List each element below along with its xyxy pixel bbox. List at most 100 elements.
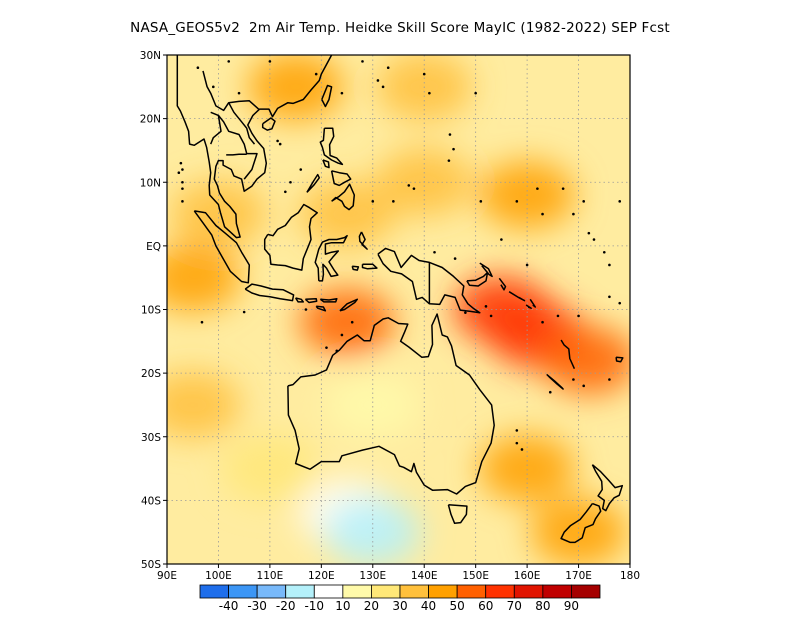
colorbar-label: 10 xyxy=(335,599,350,613)
coastline-luzon xyxy=(319,127,344,166)
y-tick-label: EQ xyxy=(146,241,161,253)
coastline-borneo xyxy=(263,203,318,271)
coastline-nz-south xyxy=(560,502,602,544)
island-dot xyxy=(577,314,580,318)
field-patch xyxy=(479,434,576,503)
island-dot xyxy=(335,349,339,353)
coastline-timor xyxy=(339,298,359,312)
x-tick-label: 160E xyxy=(514,570,541,582)
y-tick-label: 30S xyxy=(141,432,161,444)
island-dot xyxy=(212,85,215,89)
x-tick-label: 140E xyxy=(411,570,438,582)
island-dot xyxy=(484,305,488,308)
island-dot xyxy=(200,320,204,324)
field-patch xyxy=(530,498,627,564)
colorbar-swatch xyxy=(399,584,429,599)
coastline-buru xyxy=(351,265,360,271)
coastline-sumbawa xyxy=(304,297,318,304)
coastline-flores xyxy=(319,297,338,303)
field-patch xyxy=(540,326,630,395)
island-dot xyxy=(179,161,183,165)
island-dot xyxy=(548,390,552,394)
x-tick-label: 90E xyxy=(157,570,177,582)
island-dot xyxy=(381,85,385,89)
x-tick-label: 130E xyxy=(359,570,386,582)
coastline-hainan xyxy=(261,117,276,131)
coastline-java xyxy=(244,283,295,302)
colorbar-label: 40 xyxy=(421,599,436,613)
island-dot xyxy=(448,133,452,136)
island-dot xyxy=(299,168,303,171)
island-dot xyxy=(515,200,519,203)
island-dot xyxy=(500,238,503,241)
island-dot xyxy=(556,314,560,318)
colorbar-swatch xyxy=(342,584,372,599)
colorbar-swatch xyxy=(371,584,401,599)
colorbar-label: 30 xyxy=(392,599,407,613)
island-dot xyxy=(242,310,246,314)
island-dot xyxy=(392,200,395,203)
island-dot xyxy=(479,200,483,203)
island-dot xyxy=(452,147,455,151)
island-dot xyxy=(602,250,606,254)
field-patch xyxy=(299,180,396,249)
coastlines xyxy=(176,55,624,544)
island-dot xyxy=(276,139,279,143)
island-dot xyxy=(407,184,411,187)
colorbar-label: 20 xyxy=(364,599,379,613)
island-dot xyxy=(422,72,426,76)
field-patch xyxy=(247,55,344,121)
y-tick-label: 30N xyxy=(140,50,161,62)
colorbar-label: -40 xyxy=(219,599,239,613)
field-patch xyxy=(167,370,241,439)
coastline-new-caledonia xyxy=(546,373,564,390)
island-dot xyxy=(608,378,611,381)
coastline-new-guinea xyxy=(377,247,481,314)
colorbar-label: -20 xyxy=(276,599,296,613)
coastline-visayas xyxy=(330,170,352,187)
x-tick-label: 100E xyxy=(205,570,232,582)
island-dot xyxy=(371,200,375,203)
island-dot xyxy=(268,60,272,63)
chart-title: NASA_GEOS5v2 2m Air Temp. Heidke Skill S… xyxy=(130,20,670,36)
island-dot xyxy=(340,91,344,95)
island-dot xyxy=(572,212,575,216)
coastline-mainland xyxy=(176,55,333,239)
island-dot xyxy=(541,320,544,324)
coastline-taiwan xyxy=(321,84,333,108)
island-dot xyxy=(304,308,308,311)
skill-score-field xyxy=(167,55,630,564)
island-dot xyxy=(582,384,585,388)
coastline-solomons-3 xyxy=(529,298,537,308)
island-dot xyxy=(587,231,591,235)
coastline-sumba xyxy=(315,305,327,312)
island-dot xyxy=(515,441,519,445)
y-tick-label: 10N xyxy=(140,177,161,189)
island-dot xyxy=(433,250,436,254)
island-dot xyxy=(325,346,328,349)
island-dot xyxy=(582,200,585,203)
field-patch xyxy=(324,370,421,439)
island-dot xyxy=(361,60,364,63)
colorbar-swatch xyxy=(571,584,601,599)
colorbar-swatch xyxy=(228,584,258,599)
field-patch xyxy=(221,434,318,503)
island-dot xyxy=(608,263,611,267)
coastline-australia xyxy=(287,313,495,495)
island-dot xyxy=(181,180,184,184)
coastline-vanuatu xyxy=(560,339,576,370)
island-dot xyxy=(314,72,318,76)
coastline-country-border-1 xyxy=(217,114,258,180)
island-dot xyxy=(237,91,241,95)
island-dot xyxy=(536,187,539,190)
colorbar-swatch xyxy=(199,584,229,599)
coastline-mindoro xyxy=(322,159,330,169)
coastline-sulawesi xyxy=(314,234,348,282)
field-patch xyxy=(170,180,267,249)
coastline-tasmania xyxy=(447,504,468,525)
island-dot xyxy=(489,314,493,318)
island-dot xyxy=(289,180,292,184)
island-dot xyxy=(618,200,622,203)
island-dot xyxy=(412,187,416,190)
coastline-country-border-4 xyxy=(226,153,247,156)
